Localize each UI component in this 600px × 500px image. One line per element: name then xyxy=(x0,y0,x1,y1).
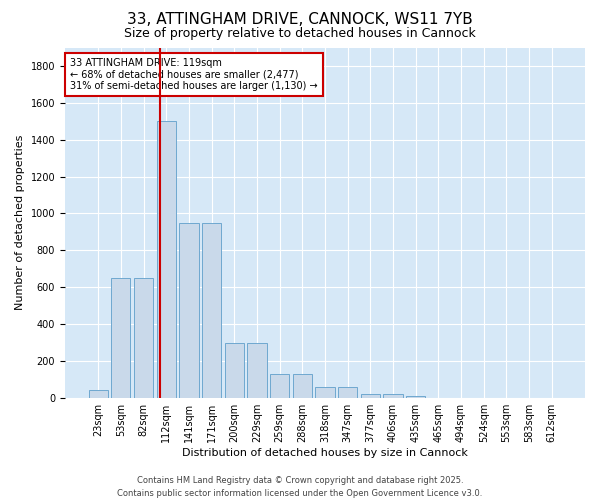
X-axis label: Distribution of detached houses by size in Cannock: Distribution of detached houses by size … xyxy=(182,448,468,458)
Bar xyxy=(383,394,403,398)
Bar xyxy=(157,121,176,398)
Bar xyxy=(247,344,266,398)
Bar xyxy=(89,390,108,398)
Bar xyxy=(361,394,380,398)
Bar xyxy=(293,374,312,398)
Text: 33, ATTINGHAM DRIVE, CANNOCK, WS11 7YB: 33, ATTINGHAM DRIVE, CANNOCK, WS11 7YB xyxy=(127,12,473,28)
Bar xyxy=(338,386,357,398)
Bar xyxy=(224,344,244,398)
Bar xyxy=(316,386,335,398)
Bar xyxy=(134,278,153,398)
Bar xyxy=(270,374,289,398)
Bar xyxy=(202,222,221,398)
Y-axis label: Number of detached properties: Number of detached properties xyxy=(15,135,25,310)
Bar xyxy=(111,278,130,398)
Text: Size of property relative to detached houses in Cannock: Size of property relative to detached ho… xyxy=(124,28,476,40)
Text: 33 ATTINGHAM DRIVE: 119sqm
← 68% of detached houses are smaller (2,477)
31% of s: 33 ATTINGHAM DRIVE: 119sqm ← 68% of deta… xyxy=(70,58,318,91)
Text: Contains HM Land Registry data © Crown copyright and database right 2025.
Contai: Contains HM Land Registry data © Crown c… xyxy=(118,476,482,498)
Bar xyxy=(179,222,199,398)
Bar xyxy=(406,396,425,398)
